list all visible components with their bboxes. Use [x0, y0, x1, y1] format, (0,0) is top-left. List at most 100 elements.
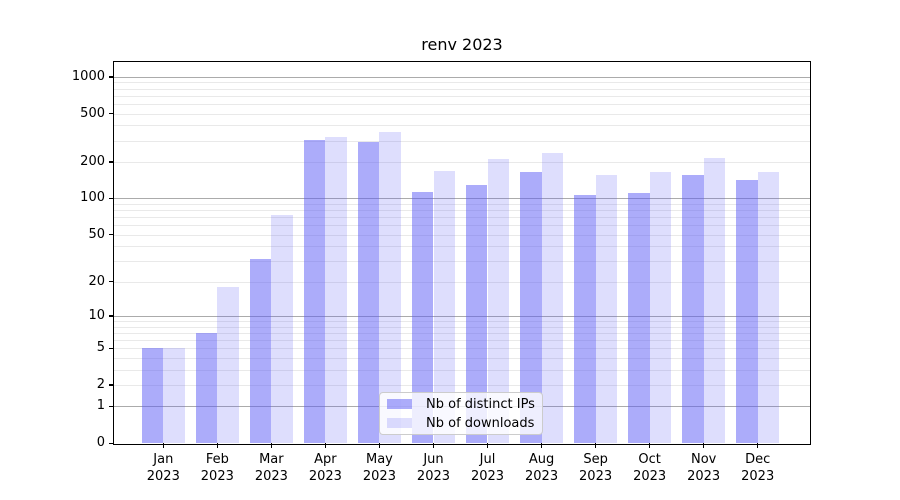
x-tick-mark — [703, 443, 705, 448]
y-tick-mark — [109, 234, 114, 236]
gridline — [114, 217, 810, 219]
y-tick-mark — [109, 442, 114, 444]
bar-distinct-ips-jun — [411, 192, 434, 443]
gridline — [114, 332, 810, 334]
x-tick-label: Apr 2023 — [308, 452, 342, 484]
y-tick-mark — [109, 113, 114, 115]
gridline — [114, 326, 810, 328]
bar-distinct-ips-oct — [628, 193, 650, 443]
gridline — [114, 113, 810, 115]
bar-distinct-ips-jul — [465, 185, 488, 443]
x-tick-label: May 2023 — [362, 452, 396, 484]
bar-distinct-ips-sep — [574, 194, 596, 443]
x-tick-mark — [216, 443, 219, 448]
x-tick-label: Aug 2023 — [525, 452, 559, 484]
y-tick-label: 500 — [80, 105, 105, 121]
bar-distinct-ips-apr — [303, 139, 326, 443]
bar-downloads-nov — [703, 157, 726, 443]
gridline — [114, 125, 810, 127]
y-tick-label: 0 — [96, 435, 105, 450]
y-tick-mark — [109, 315, 114, 317]
x-tick-mark — [757, 443, 759, 448]
gridline — [114, 103, 810, 105]
gridline — [114, 198, 810, 200]
y-tick-mark — [109, 347, 114, 349]
bar-downloads-jun — [433, 171, 456, 443]
bar-distinct-ips-feb — [195, 332, 218, 443]
gridline — [114, 234, 810, 236]
y-tick-mark — [109, 384, 114, 386]
x-tick-label: Mar 2023 — [254, 452, 288, 484]
x-tick-label: Jan 2023 — [146, 452, 180, 484]
legend-swatch-downloads — [387, 418, 412, 428]
gridline — [114, 225, 810, 227]
bar-distinct-ips-aug — [520, 171, 542, 443]
legend-label-downloads: Nb of downloads — [426, 415, 535, 431]
gridline — [114, 321, 810, 322]
x-tick-mark — [324, 443, 327, 448]
x-tick-label: Feb 2023 — [200, 452, 234, 484]
gridline — [114, 281, 810, 283]
gridline — [114, 348, 810, 349]
y-tick-mark — [109, 405, 114, 408]
y-tick-label: 2 — [96, 376, 105, 392]
x-tick-mark — [487, 443, 489, 448]
y-tick-mark — [109, 281, 114, 283]
legend-row-downloads: Nb of downloads — [380, 415, 542, 431]
bar-distinct-ips-may — [357, 142, 380, 443]
x-tick-mark — [541, 443, 543, 448]
y-tick-label: 20 — [88, 273, 105, 289]
y-tick-label: 200 — [80, 153, 105, 169]
gridline — [114, 95, 810, 97]
x-tick-label: Jul 2023 — [470, 452, 505, 484]
bar-downloads-jul — [487, 159, 510, 443]
y-tick-mark — [109, 197, 114, 200]
x-tick-mark — [162, 443, 165, 448]
gridline — [114, 339, 810, 341]
bar-distinct-ips-mar — [249, 259, 272, 443]
gridline — [114, 140, 810, 142]
gridline — [114, 315, 810, 317]
x-tick-mark — [432, 443, 435, 448]
gridline — [114, 88, 810, 90]
x-tick-label: Oct 2023 — [633, 452, 667, 484]
bar-downloads-feb — [217, 286, 239, 443]
y-tick-label: 1 — [96, 398, 105, 414]
y-tick-mark — [109, 76, 114, 78]
y-tick-label: 100 — [80, 190, 105, 206]
bar-distinct-ips-nov — [682, 175, 704, 443]
bar-downloads-oct — [649, 172, 672, 443]
legend-row-distinct-ips: Nb of distinct IPs — [380, 396, 542, 412]
y-tick-mark — [109, 161, 114, 163]
gridline — [114, 261, 810, 262]
bar-downloads-jan — [163, 348, 185, 443]
gridline — [114, 82, 810, 84]
x-tick-mark — [378, 443, 381, 448]
x-tick-label: Nov 2023 — [687, 452, 721, 484]
x-tick-mark — [270, 443, 273, 448]
bar-downloads-dec — [757, 171, 780, 443]
x-tick-mark — [595, 443, 597, 448]
gridline — [114, 203, 810, 205]
gridline — [114, 369, 810, 371]
bar-downloads-aug — [541, 152, 564, 443]
gridline — [114, 161, 810, 163]
y-tick-label: 5 — [96, 340, 105, 356]
gridline — [114, 210, 810, 212]
legend: Nb of distinct IPs Nb of downloads — [379, 392, 543, 435]
bar-distinct-ips-dec — [736, 180, 758, 443]
x-tick-mark — [649, 443, 651, 448]
bar-downloads-apr — [325, 136, 347, 443]
x-tick-label: Dec 2023 — [741, 452, 775, 484]
y-tick-label: 10 — [88, 307, 105, 323]
x-tick-label: Sep 2023 — [579, 452, 613, 484]
chart-title: renv 2023 — [421, 35, 503, 54]
legend-label-distinct-ips: Nb of distinct IPs — [426, 396, 535, 412]
x-tick-label: Jun 2023 — [416, 452, 451, 484]
y-tick-label: 1000 — [71, 68, 105, 84]
legend-swatch-distinct-ips — [387, 399, 412, 409]
gridline — [114, 384, 810, 386]
bar-downloads-may — [379, 132, 401, 443]
bar-distinct-ips-jan — [141, 348, 164, 443]
